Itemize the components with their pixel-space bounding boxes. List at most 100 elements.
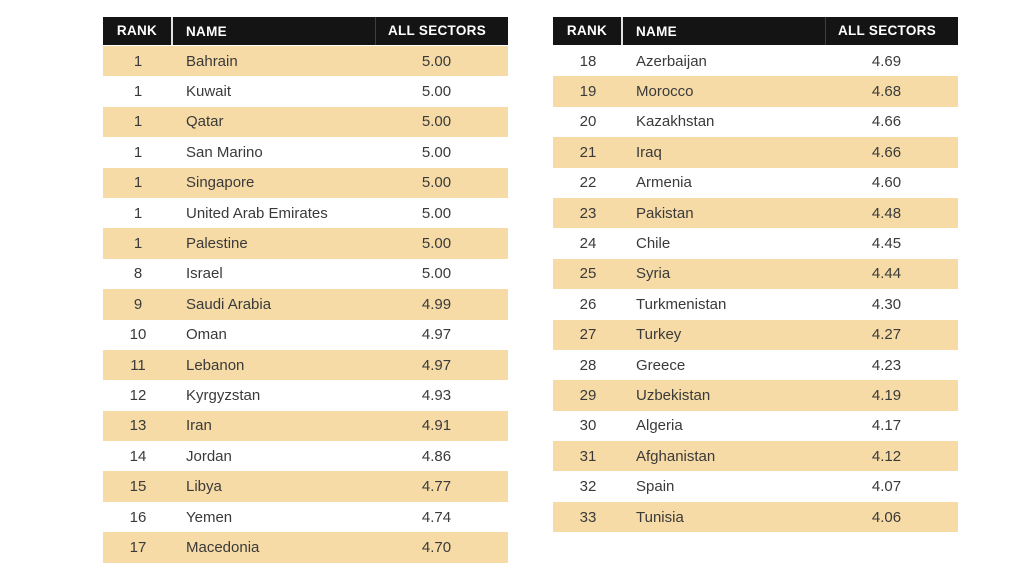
name-cell: Greece [636, 356, 686, 374]
name-cell: Iraq [636, 143, 662, 161]
table-row: 29 Uzbekistan 4.19 [553, 380, 958, 411]
rank-cell: 12 [129, 386, 147, 404]
name-cell: Uzbekistan [636, 386, 711, 404]
name-cell: Israel [186, 265, 223, 283]
name-cell: Libya [186, 478, 222, 496]
score-cell: 4.23 [871, 356, 902, 374]
name-cell: United Arab Emirates [186, 204, 328, 222]
table-row: 23 Pakistan 4.48 [553, 197, 958, 229]
score-cell: 4.91 [421, 417, 452, 435]
rank-cell: 8 [133, 265, 143, 283]
score-cell: 5.00 [421, 143, 452, 161]
name-cell: Jordan [186, 447, 232, 465]
score-cell: 5.00 [421, 265, 452, 283]
rank-cell: 11 [130, 356, 146, 374]
name-cell: Tunisia [636, 508, 684, 526]
score-cell: 4.60 [871, 174, 902, 192]
score-cell: 4.68 [871, 83, 902, 101]
score-cell: 4.27 [871, 326, 902, 344]
name-cell: Afghanistan [636, 447, 716, 465]
table-row: 20 Kazakhstan 4.66 [553, 106, 958, 138]
name-cell: Turkey [636, 326, 682, 344]
score-cell: 4.12 [871, 447, 902, 465]
rank-cell: 25 [579, 265, 597, 283]
table-row: 1 Singapore 5.00 [103, 167, 508, 198]
name-cell: Algeria [636, 417, 683, 435]
column-header-all-sectors: ALL SECTORS [825, 17, 958, 45]
name-cell: Kazakhstan [636, 113, 715, 131]
table-row: 11 Lebanon 4.97 [103, 349, 508, 381]
rank-cell: 1 [133, 235, 143, 253]
table-row: 19 Morocco 4.68 [553, 76, 958, 107]
table-row: 1 Qatar 5.00 [103, 106, 508, 138]
table-row: 27 Turkey 4.27 [553, 319, 958, 350]
name-cell: San Marino [186, 143, 263, 161]
rank-cell: 26 [579, 295, 597, 313]
rank-cell: 33 [579, 508, 597, 526]
table-row: 28 Greece 4.23 [553, 349, 958, 381]
table-header: RANK NAME ALL SECTORS [103, 17, 508, 45]
rank-cell: 22 [579, 174, 597, 192]
name-cell: Macedonia [186, 538, 260, 556]
table-row: 32 Spain 4.07 [553, 471, 958, 502]
rank-cell: 1 [133, 174, 143, 192]
table-row: 31 Afghanistan 4.12 [553, 441, 958, 472]
rank-cell: 27 [579, 326, 597, 344]
table-row: 1 Bahrain 5.00 [103, 46, 508, 77]
name-cell: Turkmenistan [636, 295, 727, 313]
score-cell: 5.00 [421, 174, 452, 192]
rank-cell: 30 [579, 417, 597, 435]
column-header-rank: RANK [553, 17, 623, 45]
score-cell: 4.48 [871, 204, 902, 222]
table-row: 9 Saudi Arabia 4.99 [103, 289, 508, 320]
table-row: 21 Iraq 4.66 [553, 137, 958, 168]
rank-cell: 1 [133, 143, 143, 161]
name-cell: Kyrgyzstan [186, 386, 261, 404]
ranking-table-left: RANK NAME ALL SECTORS 1 Bahrain 5.00 1 K… [103, 17, 508, 563]
rank-cell: 31 [579, 447, 597, 465]
table-row: 16 Yemen 4.74 [103, 501, 508, 533]
name-cell: Kuwait [186, 83, 232, 101]
table-row: 1 Kuwait 5.00 [103, 76, 508, 107]
score-cell: 4.45 [871, 235, 902, 253]
table-header: RANK NAME ALL SECTORS [553, 17, 958, 45]
table-row: 26 Turkmenistan 4.30 [553, 289, 958, 320]
score-cell: 4.74 [421, 508, 452, 526]
table-row: 1 United Arab Emirates 5.00 [103, 197, 508, 229]
table-row: 8 Israel 5.00 [103, 258, 508, 290]
score-cell: 4.66 [871, 143, 902, 161]
score-cell: 4.69 [871, 52, 902, 70]
table-row: 1 Palestine 5.00 [103, 228, 508, 259]
name-cell: Azerbaijan [636, 52, 707, 70]
name-cell: Bahrain [186, 52, 238, 70]
rank-cell: 18 [579, 52, 597, 70]
score-cell: 5.00 [421, 113, 452, 131]
rank-cell: 21 [579, 143, 597, 161]
table-row: 22 Armenia 4.60 [553, 167, 958, 198]
table-row: 30 Algeria 4.17 [553, 410, 958, 442]
table-row: 14 Jordan 4.86 [103, 441, 508, 472]
ranking-table-right: RANK NAME ALL SECTORS 18 Azerbaijan 4.69… [553, 17, 958, 533]
name-cell: Pakistan [636, 204, 694, 222]
rank-cell: 9 [133, 295, 143, 313]
score-cell: 4.07 [871, 478, 902, 496]
rank-cell: 23 [579, 204, 597, 222]
table-row: 15 Libya 4.77 [103, 471, 508, 502]
score-cell: 4.66 [871, 113, 902, 131]
table-row: 33 Tunisia 4.06 [553, 501, 958, 533]
name-cell: Iran [186, 417, 212, 435]
score-cell: 4.19 [871, 386, 902, 404]
rank-cell: 16 [129, 508, 147, 526]
table-row: 18 Azerbaijan 4.69 [553, 46, 958, 77]
table-row: 10 Oman 4.97 [103, 319, 508, 350]
score-cell: 5.00 [421, 204, 452, 222]
score-cell: 4.77 [421, 478, 452, 496]
score-cell: 5.00 [421, 235, 452, 253]
score-cell: 4.30 [871, 295, 902, 313]
rank-cell: 1 [133, 52, 143, 70]
name-cell: Syria [636, 265, 671, 283]
name-cell: Spain [636, 478, 675, 496]
score-cell: 4.97 [421, 326, 452, 344]
rank-cell: 1 [133, 204, 143, 222]
